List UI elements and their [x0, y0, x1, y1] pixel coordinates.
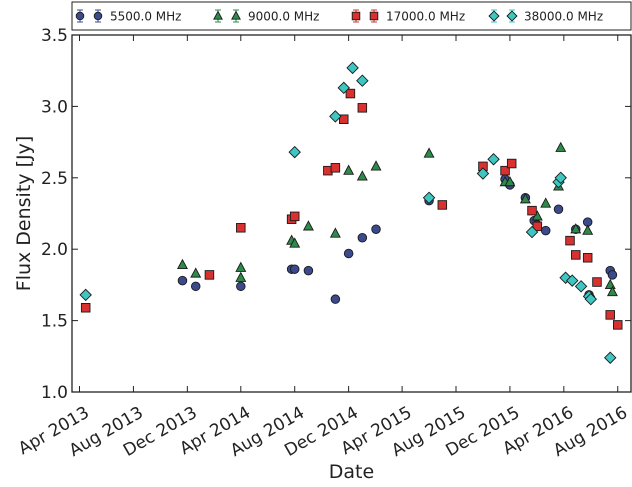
series-square: [80, 88, 623, 330]
data-point-triangle: [423, 147, 435, 158]
data-point-diamond: [487, 153, 500, 166]
series-circle: [177, 174, 618, 304]
legend-marker-circle: [75, 11, 85, 21]
data-point-triangle: [519, 193, 531, 204]
data-point-triangle: [604, 278, 616, 290]
data-point-square: [612, 320, 623, 330]
x-axis-title: Date: [329, 461, 374, 483]
legend-frame: [71, 1, 632, 31]
data-point-triangle: [570, 223, 582, 234]
legend-marker-triangle: [231, 10, 241, 20]
data-point-diamond: [554, 171, 567, 185]
data-point-diamond: [329, 110, 342, 123]
legend-marker-circle: [93, 11, 103, 21]
series-diamond: [79, 61, 617, 364]
data-point-circle: [289, 264, 300, 274]
data-point-diamond: [525, 225, 539, 239]
data-point-square: [565, 235, 575, 246]
data-point-diamond: [356, 74, 369, 87]
data-point-diamond: [604, 351, 617, 364]
data-point-circle: [190, 281, 201, 292]
data-point-circle: [343, 248, 354, 259]
data-point-square: [582, 253, 593, 263]
data-point-square: [330, 163, 341, 173]
data-point-circle: [330, 294, 341, 304]
data-point-diamond: [559, 271, 572, 284]
data-point-triangle: [582, 224, 594, 235]
data-point-circle: [236, 281, 246, 292]
data-point-diamond: [574, 280, 588, 293]
legend-marker-square: [369, 11, 379, 21]
legend-marker-triangle: [213, 10, 223, 20]
data-point-triangle: [606, 285, 618, 297]
legend-label: 5500.0 MHz: [110, 10, 181, 24]
data-point-square: [204, 270, 215, 280]
data-point-triangle: [190, 267, 202, 278]
data-point-square: [345, 88, 356, 99]
data-point-square: [571, 250, 581, 260]
data-point-triangle: [176, 258, 188, 270]
data-point-triangle: [343, 164, 355, 175]
data-point-square: [592, 277, 602, 287]
data-point-triangle: [531, 210, 543, 221]
data-point-triangle: [289, 237, 301, 248]
data-point-diamond: [346, 61, 359, 75]
data-point-triangle: [302, 220, 314, 231]
data-point-square: [339, 114, 349, 125]
plot-area: [71, 34, 632, 393]
y-axis-title: Flux Density [Jy]: [13, 136, 35, 291]
legend: 5500.0 MHz 9000.0 MHz 17000.0 MHz 38000.0 M…: [71, 1, 632, 31]
data-point-square: [500, 165, 510, 176]
data-point-triangle: [540, 197, 552, 208]
data-point-circle: [540, 225, 551, 236]
data-point-diamond: [79, 288, 92, 302]
data-point-diamond: [288, 145, 301, 159]
y-tick-label: 1.5: [41, 312, 68, 332]
legend-marker-diamond: [488, 10, 500, 22]
series-triangle: [176, 141, 618, 297]
data-point-circle: [553, 204, 564, 214]
data-point-square: [605, 310, 615, 320]
data-point-circle: [371, 224, 381, 234]
data-point-diamond: [337, 81, 350, 95]
data-point-circle: [303, 265, 314, 276]
data-point-triangle: [356, 170, 368, 181]
data-point-square: [527, 205, 537, 216]
data-point-square: [289, 211, 300, 222]
data-points: [79, 61, 623, 364]
data-point-circle: [607, 270, 618, 280]
data-point-square: [357, 103, 368, 113]
data-point-square: [437, 200, 448, 210]
y-tick-label: 2.0: [41, 240, 68, 260]
y-tick-label: 1.0: [41, 383, 68, 403]
legend-marker-diamond: [506, 10, 518, 22]
data-point-circle: [357, 233, 368, 243]
data-point-square: [80, 302, 91, 313]
data-point-circle: [177, 275, 188, 286]
legend-label: 17000.0 MHz: [386, 10, 465, 24]
y-tick-label: 3.0: [41, 97, 68, 117]
data-point-diamond: [566, 274, 579, 287]
legend-label: 38000.0 MHz: [524, 10, 603, 24]
data-point-diamond: [584, 292, 598, 306]
data-point-square: [506, 158, 517, 169]
data-point-triangle: [504, 175, 516, 187]
legend-marker-square: [351, 11, 361, 21]
data-point-triangle: [235, 271, 247, 282]
data-point-triangle: [235, 261, 247, 272]
data-point-triangle: [329, 227, 341, 238]
legend-label: 9000.0 MHz: [248, 10, 319, 24]
data-point-triangle: [555, 141, 567, 152]
data-point-square: [236, 223, 246, 233]
data-point-diamond: [422, 191, 436, 205]
data-point-square: [532, 221, 543, 232]
data-point-diamond: [476, 167, 490, 180]
data-point-triangle: [370, 160, 382, 171]
y-tick-label: 2.5: [41, 169, 68, 189]
y-tick-label: 3.5: [41, 26, 68, 46]
